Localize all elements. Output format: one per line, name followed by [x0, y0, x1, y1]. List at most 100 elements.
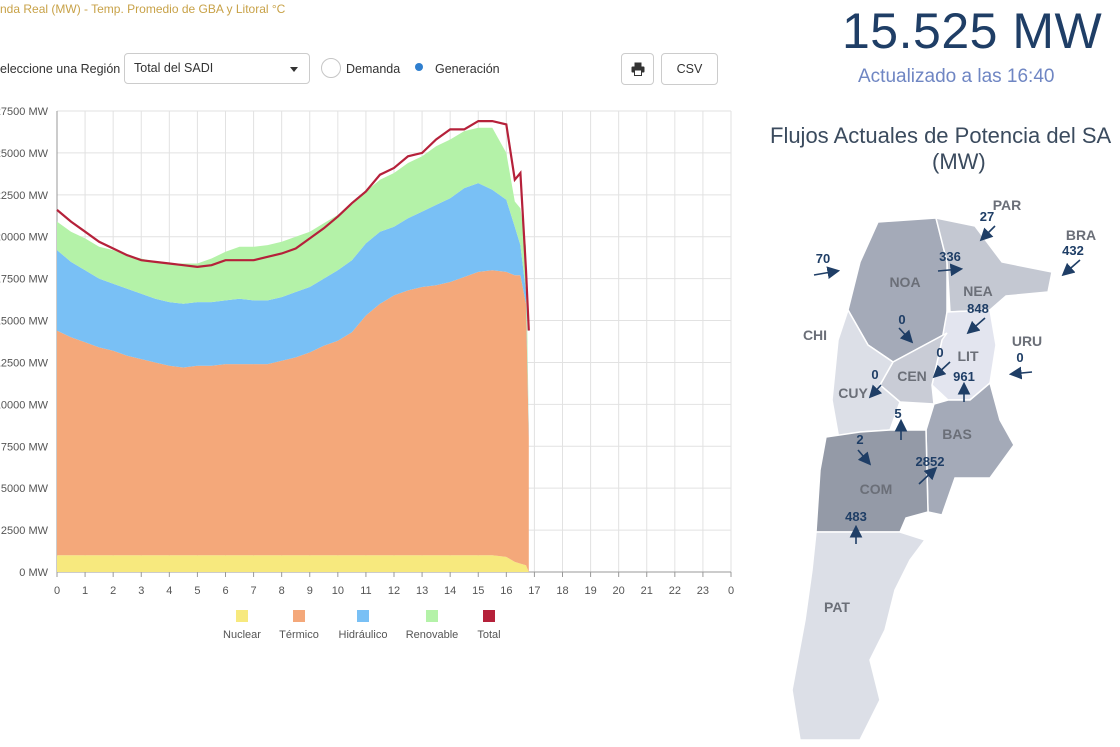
legend-swatch: [357, 610, 369, 622]
flow-value-com-cen: 5: [894, 406, 901, 421]
region-label-nea: NEA: [963, 283, 993, 299]
flow-value-par: 27: [980, 209, 994, 224]
map-unit: (MW): [932, 149, 986, 174]
legend-swatch: [293, 610, 305, 622]
printer-icon: [631, 62, 644, 76]
country-label-uru: URU: [1012, 333, 1042, 349]
flow-arrow-uru: [1008, 366, 1033, 380]
y-tick-label: 17500 MW: [0, 274, 49, 286]
radio-demanda-label[interactable]: Demanda: [346, 62, 401, 76]
region-select[interactable]: Total del SADI: [124, 53, 310, 84]
x-tick-label: 19: [584, 585, 596, 597]
legend-label: Total: [477, 629, 500, 641]
region-label-cen: CEN: [897, 368, 927, 384]
chart-title-link[interactable]: nda Real (MW) - Temp. Promedio de GBA y …: [0, 2, 286, 16]
x-tick-label: 23: [697, 585, 709, 597]
region-bas[interactable]: [925, 381, 1015, 516]
x-tick-label: 9: [307, 585, 313, 597]
x-tick-label: 16: [500, 585, 512, 597]
argentina-flow-map: NOA NEA CEN LIT CUY BAS COM PAT PAR BRA CHI URU 27 43…: [791, 197, 1096, 741]
legend-label: Térmico: [279, 629, 319, 641]
region-label-com: COM: [860, 481, 893, 497]
x-tick-label: 10: [332, 585, 344, 597]
legend-swatch: [236, 610, 248, 622]
y-tick-label: 0 MW: [19, 567, 48, 579]
radio-generacion-label[interactable]: Generación: [435, 62, 500, 76]
region-label-lit: LIT: [958, 348, 979, 364]
region-nea[interactable]: [934, 217, 1053, 313]
flow-value-com-bas: 2852: [916, 454, 945, 469]
flow-arrow-cuy-com: [857, 449, 872, 466]
flow-value-chi: 70: [816, 251, 830, 266]
flow-value-cuy-com: 2: [856, 432, 863, 447]
x-tick-label: 18: [556, 585, 568, 597]
x-tick-label: 4: [166, 585, 172, 597]
generation-chart: 0 MW 2500 MW 5000 MW 7500 MW 10000 MW 12500 M…: [0, 106, 734, 641]
flow-value-com-pat: 483: [845, 509, 867, 524]
csv-button[interactable]: CSV: [661, 53, 718, 85]
x-tick-label: 22: [669, 585, 681, 597]
y-tick-label: 20000 MW: [0, 232, 49, 244]
flow-arrow-cen-lit: [932, 361, 951, 379]
area-térmico: [57, 270, 529, 572]
print-button[interactable]: [621, 53, 654, 85]
flow-value-lit-bas: 961: [953, 369, 975, 384]
country-label-chi: CHI: [803, 327, 827, 343]
x-tick-label: 6: [222, 585, 228, 597]
y-tick-label: 22500 MW: [0, 190, 49, 202]
flow-value-nea-lit: 848: [967, 301, 989, 316]
flow-value-noa-cen: 0: [898, 312, 905, 327]
x-tick-label: 21: [641, 585, 653, 597]
x-tick-label: 12: [388, 585, 400, 597]
y-tick-label: 10000 MW: [0, 399, 49, 411]
country-label-bra: BRA: [1066, 227, 1096, 243]
radio-demanda[interactable]: [321, 58, 341, 78]
flow-value-uru: 0: [1016, 350, 1023, 365]
flow-arrow-par: [979, 225, 996, 242]
current-power-value: 15.525 MW: [842, 3, 1103, 59]
legend-label: Renovable: [406, 629, 459, 641]
flow-value-bra: 432: [1062, 243, 1084, 258]
legend-swatch: [426, 610, 438, 622]
flow-arrow-cuy-cen: [868, 384, 883, 399]
region-select-label: eleccione una Región: [0, 62, 121, 76]
x-tick-label: 20: [613, 585, 625, 597]
flow-arrow-noa-nea: [937, 263, 964, 277]
region-pat[interactable]: [791, 531, 927, 741]
flow-arrow-nea-lit: [966, 317, 986, 335]
y-tick-label: 25000 MW: [0, 148, 49, 160]
x-tick-label: 8: [279, 585, 285, 597]
legend-label: Hidráulico: [339, 629, 388, 641]
area-renovable: [57, 127, 529, 432]
region-select-value: Total del SADI: [134, 61, 214, 75]
x-tick-label: 17: [528, 585, 540, 597]
region-label-pat: PAT: [824, 599, 850, 615]
y-tick-label: 5000 MW: [1, 483, 49, 495]
x-tick-label: 2: [110, 585, 116, 597]
y-tick-label: 2500 MW: [1, 525, 49, 537]
flow-value-cuy-cen: 0: [871, 367, 878, 382]
y-tick-label: 12500 MW: [0, 357, 49, 369]
y-tick-label: 15000 MW: [0, 316, 49, 328]
x-tick-label: 0: [728, 585, 734, 597]
flow-value-cen-lit: 0: [936, 345, 943, 360]
x-tick-label: 13: [416, 585, 428, 597]
radio-generacion[interactable]: [410, 58, 430, 78]
x-tick-label: 11: [360, 585, 371, 597]
region-com[interactable]: [815, 429, 929, 533]
x-tick-label: 3: [138, 585, 144, 597]
x-tick-label: 0: [54, 585, 60, 597]
y-tick-label: 7500 MW: [1, 441, 49, 453]
area-nuclear: [57, 555, 529, 572]
flow-arrow-chi: [813, 266, 841, 279]
area-hidráulico: [57, 183, 529, 438]
legend-label: Nuclear: [223, 629, 261, 641]
region-label-cuy: CUY: [838, 385, 868, 401]
flow-arrow-com-bas: [918, 466, 938, 485]
x-tick-label: 7: [251, 585, 257, 597]
flow-value-noa-nea: 336: [939, 249, 961, 264]
x-tick-label: 5: [194, 585, 200, 597]
region-label-noa: NOA: [889, 274, 920, 290]
chevron-down-icon: [290, 67, 298, 72]
line-total: [56, 120, 530, 331]
